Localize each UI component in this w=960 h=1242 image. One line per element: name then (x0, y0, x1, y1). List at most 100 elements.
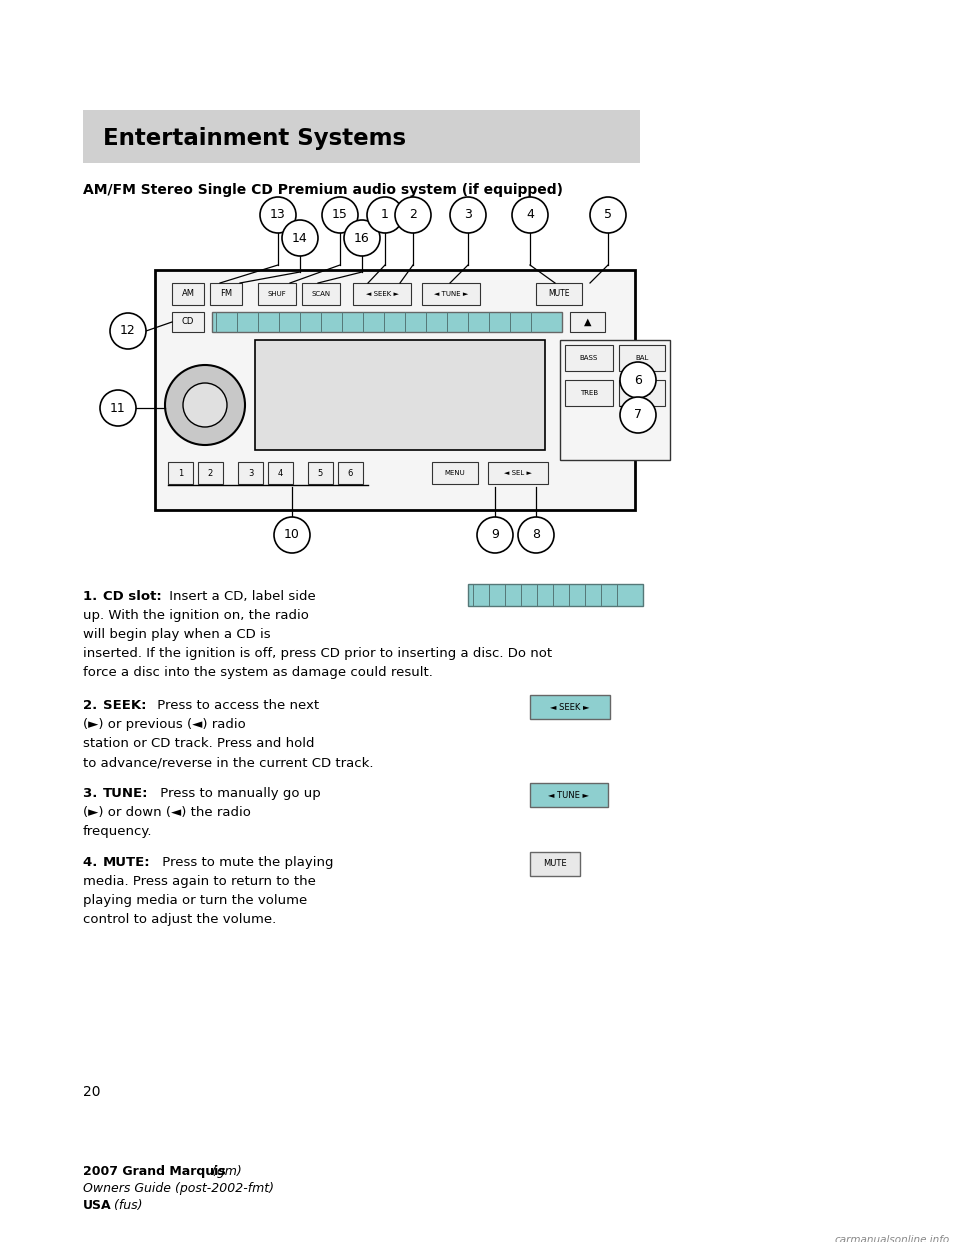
Text: AM: AM (181, 289, 195, 298)
Text: BAL: BAL (636, 355, 649, 361)
Bar (353, 283, 411, 306)
Text: CD slot:: CD slot: (103, 590, 161, 604)
Text: Insert a CD, label side: Insert a CD, label side (165, 590, 316, 604)
Text: TUNE:: TUNE: (103, 787, 149, 800)
Bar (565, 345, 613, 371)
Bar (530, 696, 610, 719)
Text: to advance/reverse in the current CD track.: to advance/reverse in the current CD tra… (83, 756, 373, 769)
Bar (468, 584, 643, 606)
Circle shape (183, 383, 227, 427)
Text: 6: 6 (634, 374, 642, 386)
Text: ◄ SEL ►: ◄ SEL ► (504, 469, 532, 476)
Text: carmanualsonline.info: carmanualsonline.info (835, 1235, 950, 1242)
Text: 11: 11 (110, 401, 126, 415)
Text: 2.: 2. (83, 699, 102, 712)
Bar (565, 380, 613, 406)
Text: 6: 6 (348, 468, 353, 477)
Bar (155, 270, 635, 510)
Bar (560, 340, 670, 460)
Text: FM: FM (220, 289, 232, 298)
Text: MUTE: MUTE (543, 859, 566, 868)
Text: 8: 8 (532, 529, 540, 542)
Text: force a disc into the system as damage could result.: force a disc into the system as damage c… (83, 666, 433, 679)
Text: 3: 3 (464, 209, 472, 221)
Text: Press to access the next: Press to access the next (153, 699, 319, 712)
Bar (172, 283, 204, 306)
Circle shape (165, 365, 245, 445)
Bar (488, 462, 548, 484)
Text: SEEK:: SEEK: (103, 699, 147, 712)
Bar (422, 283, 480, 306)
Bar (619, 380, 665, 406)
Circle shape (100, 390, 136, 426)
Text: Owners Guide (post-2002-fmt): Owners Guide (post-2002-fmt) (83, 1182, 274, 1195)
Text: 16: 16 (354, 231, 370, 245)
Bar (268, 462, 293, 484)
Bar (172, 312, 204, 332)
Text: 4.: 4. (83, 856, 102, 869)
Text: ◄ TUNE ►: ◄ TUNE ► (434, 291, 468, 297)
Bar (210, 283, 242, 306)
Bar (255, 340, 545, 450)
Bar (212, 312, 562, 332)
Bar (238, 462, 263, 484)
Text: MENU: MENU (444, 469, 466, 476)
Text: ◄ TUNE ►: ◄ TUNE ► (548, 790, 589, 800)
Bar (83, 111, 640, 163)
Text: TREB: TREB (580, 390, 598, 396)
Text: 3: 3 (248, 468, 253, 477)
Text: FADE: FADE (634, 390, 651, 396)
Text: USA: USA (83, 1199, 111, 1212)
Circle shape (260, 197, 296, 233)
Text: (gm): (gm) (208, 1165, 242, 1177)
Circle shape (477, 517, 513, 553)
Text: 1: 1 (178, 468, 183, 477)
Bar (432, 462, 478, 484)
Text: 2: 2 (409, 209, 417, 221)
Text: playing media or turn the volume: playing media or turn the volume (83, 894, 307, 907)
Circle shape (344, 220, 380, 256)
Text: (►) or previous (◄) radio: (►) or previous (◄) radio (83, 718, 246, 732)
Circle shape (110, 313, 146, 349)
Bar (302, 283, 340, 306)
Text: MUTE: MUTE (548, 289, 569, 298)
Text: 10: 10 (284, 529, 300, 542)
Circle shape (518, 517, 554, 553)
Circle shape (322, 197, 358, 233)
Circle shape (620, 397, 656, 433)
Text: media. Press again to return to the: media. Press again to return to the (83, 876, 316, 888)
Text: AM/FM Stereo Single CD Premium audio system (if equipped): AM/FM Stereo Single CD Premium audio sys… (83, 183, 563, 197)
Text: 12: 12 (120, 324, 136, 338)
Text: frequency.: frequency. (83, 825, 153, 838)
Circle shape (590, 197, 626, 233)
Text: Press to mute the playing: Press to mute the playing (158, 856, 333, 869)
Text: ◄ SEEK ►: ◄ SEEK ► (366, 291, 398, 297)
Circle shape (620, 361, 656, 397)
Text: control to adjust the volume.: control to adjust the volume. (83, 913, 276, 927)
Circle shape (274, 517, 310, 553)
Text: (fus): (fus) (110, 1199, 142, 1212)
Text: 9: 9 (492, 529, 499, 542)
Text: 7: 7 (634, 409, 642, 421)
Text: ◄ SEEK ►: ◄ SEEK ► (550, 703, 589, 712)
Text: 3.: 3. (83, 787, 102, 800)
Bar (530, 852, 580, 876)
Text: CD: CD (181, 318, 194, 327)
Text: SHUF: SHUF (268, 291, 286, 297)
Text: 2007 Grand Marquis: 2007 Grand Marquis (83, 1165, 226, 1177)
Bar (536, 283, 582, 306)
Text: 5: 5 (318, 468, 324, 477)
Text: 14: 14 (292, 231, 308, 245)
Text: 2: 2 (208, 468, 213, 477)
Text: 1: 1 (381, 209, 389, 221)
Text: (►) or down (◄) the radio: (►) or down (◄) the radio (83, 806, 251, 818)
Text: 15: 15 (332, 209, 348, 221)
Bar (308, 462, 333, 484)
Text: 4: 4 (526, 209, 534, 221)
Circle shape (450, 197, 486, 233)
Bar (570, 312, 605, 332)
Text: 4: 4 (277, 468, 283, 477)
Text: will begin play when a CD is: will begin play when a CD is (83, 628, 271, 641)
Text: 1.: 1. (83, 590, 102, 604)
Circle shape (395, 197, 431, 233)
